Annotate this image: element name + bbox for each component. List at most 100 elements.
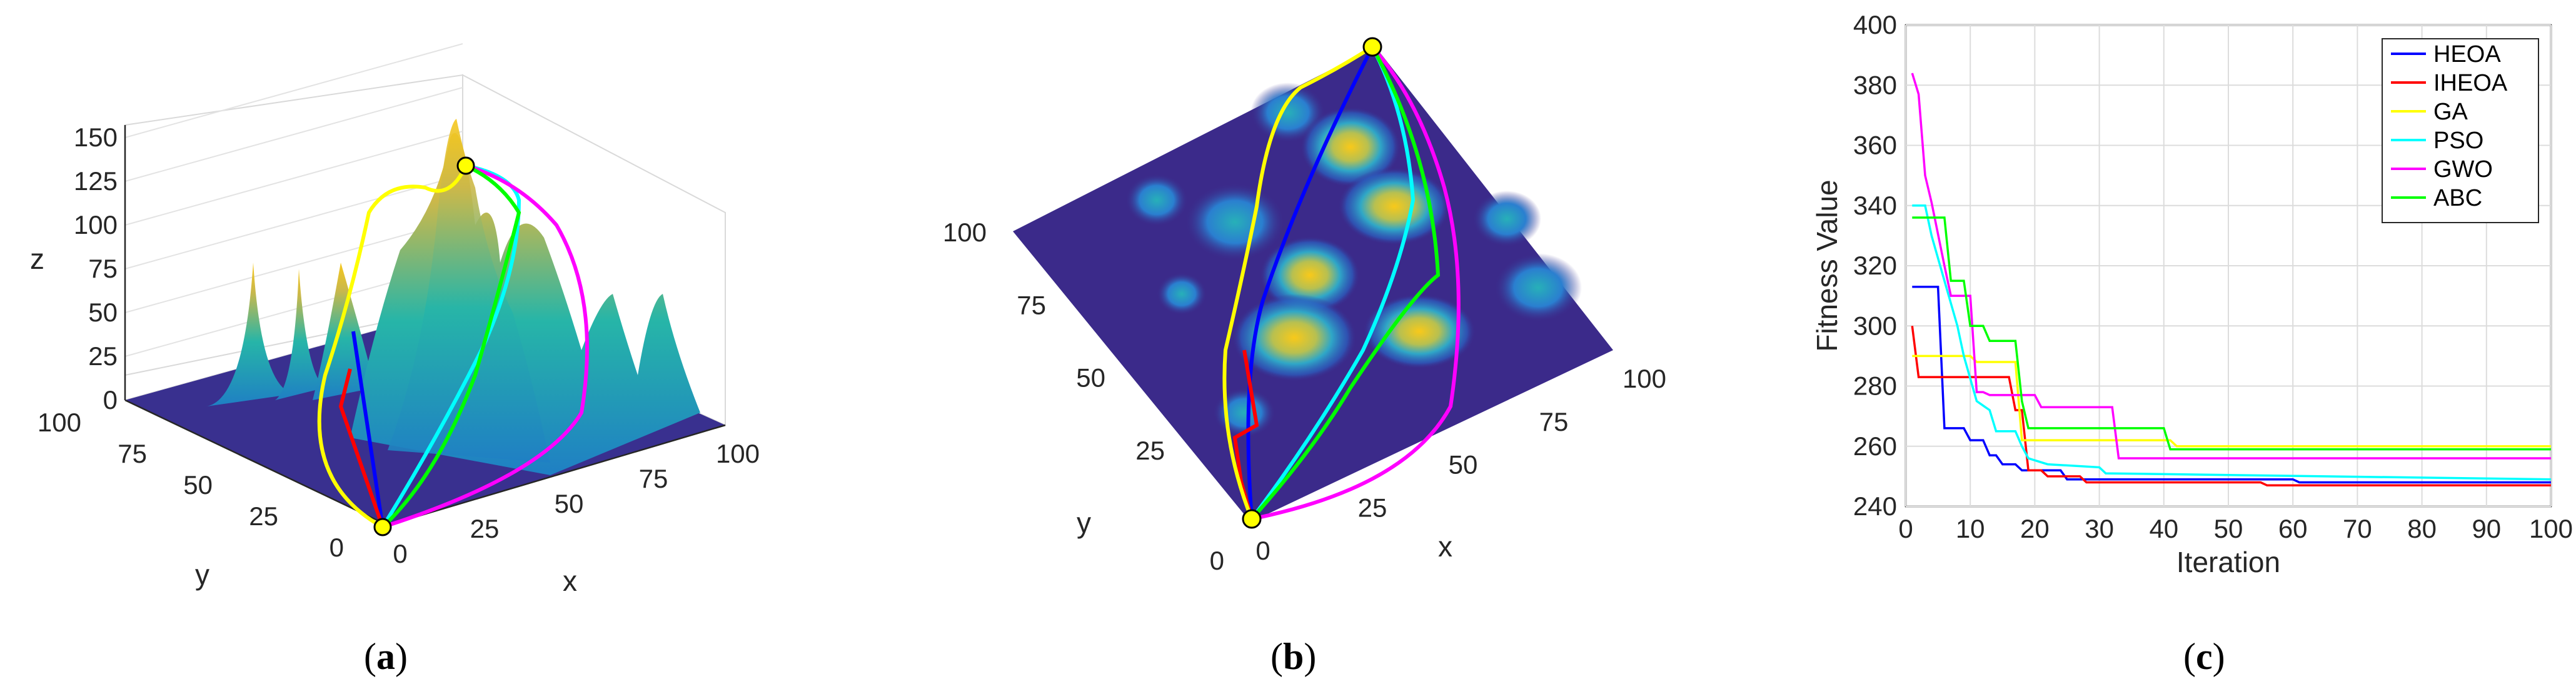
legend-box: [2382, 38, 2539, 223]
z-tick-label: 75: [88, 254, 118, 283]
y-tick-label: 380: [1853, 70, 1897, 99]
panel-a-3d-surface: 0 25 50 75 100 125 150 0 25 50 75 100 0 25 50 75 100 z y…: [30, 43, 760, 677]
y-tick-label: 100: [38, 408, 81, 437]
path-gwo-a: [382, 164, 589, 529]
legend-label-gwo: GWO: [2433, 156, 2493, 183]
z-tick-label: 0: [103, 385, 118, 415]
b-x-tick-label: 100: [1623, 364, 1666, 393]
y-axis-line: [124, 399, 388, 526]
y-tick-label: 0: [330, 533, 344, 562]
x-tick-label: 100: [2529, 514, 2573, 543]
legend-label-ga: GA: [2433, 99, 2468, 125]
z-tick-label: 50: [88, 298, 118, 327]
b-y-tick-label: 0: [1210, 546, 1224, 575]
z-gridline: [124, 87, 463, 182]
series-line-pso: [1912, 204, 2552, 481]
panel-c-x-label: Iteration: [2176, 546, 2280, 578]
y-tick-label: 280: [1853, 371, 1897, 401]
z-gridline: [124, 43, 463, 138]
z-tick-label: 25: [88, 341, 118, 371]
b-y-tick-label: 75: [1017, 290, 1046, 319]
panel-a-x-label: x: [563, 565, 577, 597]
b-x-tick-label: 50: [1449, 450, 1478, 480]
x-tick-label: 0: [393, 539, 407, 568]
legend-label-abc: ABC: [2433, 185, 2482, 211]
b-y-tick-label: 50: [1076, 363, 1105, 393]
panel-c-y-label: Fitness Value: [1811, 179, 1843, 351]
panel-b-top-view: 0 25 50 75 100 0 25 50 75 100 y x (b): [943, 37, 1666, 677]
path-heoa-a: [351, 331, 385, 528]
b-y-tick-label: 100: [943, 218, 987, 247]
y-tick-label: 25: [249, 501, 278, 531]
panel-b-paths: [1222, 45, 1461, 521]
x-tick-label: 60: [2278, 514, 2308, 543]
panel-c-label: (c): [2183, 636, 2225, 677]
b-x-tick-label: 75: [1539, 407, 1569, 436]
x-tick-label: 90: [2472, 514, 2501, 543]
panel-a-z-label: z: [30, 243, 44, 275]
path-gwo-b: [1251, 46, 1461, 521]
b-x-tick-label: 0: [1255, 536, 1270, 565]
path-abc-a: [381, 164, 521, 529]
goal-marker-b: [1362, 37, 1382, 57]
y-tick-label: 360: [1853, 131, 1897, 160]
x-tick-label: 25: [470, 514, 500, 543]
b-x-tick-label: 25: [1358, 493, 1387, 522]
x-tick-label: 100: [716, 439, 760, 468]
y-tick-label: 260: [1853, 431, 1897, 461]
series-line-ga: [1912, 355, 2551, 448]
x-tick-label: 10: [1956, 514, 1985, 543]
goal-marker-a: [456, 156, 475, 175]
x-tick-label: 70: [2343, 514, 2372, 543]
z-gridline: [124, 218, 463, 313]
path-ga-b: [1222, 45, 1374, 520]
series-line-heoa: [1912, 285, 2551, 484]
x-tick-label: 0: [1898, 514, 1913, 543]
y-tick-label: 340: [1853, 191, 1897, 220]
path-abc-b: [1250, 46, 1441, 520]
legend-label-heoa: HEOA: [2433, 41, 2501, 68]
panel-c-series: [1911, 73, 2552, 487]
x-tick-label: 30: [2085, 514, 2114, 543]
path-ga-a: [317, 164, 468, 529]
y-tick-label: 50: [183, 470, 213, 500]
x-tick-label: 50: [555, 489, 584, 518]
y-tick-label: 240: [1853, 491, 1897, 521]
z-gridline: [124, 174, 463, 269]
y-tick-label: 300: [1853, 311, 1897, 340]
panel-c-convergence-chart: 240 260 280 300 320 340 360 380 400 0 10 20 30 40 50 60…: [1811, 10, 2573, 677]
x-axis-line: [387, 424, 726, 526]
series-line-iheoa: [1911, 326, 2551, 487]
x-tick-label: 80: [2407, 514, 2437, 543]
panel-a-label: (a): [364, 636, 408, 677]
panel-b-tick-labels: 0 25 50 75 100 0 25 50 75 100: [943, 218, 1666, 575]
panel-a-y-label: y: [195, 558, 209, 591]
x-tick-label: 75: [639, 464, 668, 493]
y-tick-label: 400: [1853, 10, 1897, 39]
panel-a-tick-labels: 0 25 50 75 100 125 150 0 25 50 75 100 0 25 50 75 100: [38, 123, 760, 568]
z-tick-label: 125: [74, 166, 118, 196]
b-y-tick-label: 25: [1135, 436, 1165, 465]
legend-label-pso: PSO: [2433, 128, 2483, 154]
panel-b-label: (b): [1270, 636, 1316, 677]
panel-b-y-label: y: [1077, 506, 1091, 539]
z-gridline: [124, 131, 463, 226]
y-tick-label: 320: [1853, 251, 1897, 280]
z-tick-label: 100: [74, 210, 118, 239]
path-pso-b: [1250, 46, 1416, 520]
panel-c-tick-labels: 240 260 280 300 320 340 360 380 400 0 10 20 30 40 50 60…: [1853, 10, 2573, 543]
x-tick-label: 40: [2149, 514, 2178, 543]
start-marker-a: [373, 518, 392, 536]
terrain-peaks: [206, 119, 700, 475]
z-tick-label: 150: [74, 123, 118, 152]
start-marker-b: [1242, 509, 1262, 529]
path-iheoa-a: [338, 368, 385, 528]
x-tick-label: 20: [2020, 514, 2050, 543]
series-line-abc: [1912, 216, 2551, 451]
panel-a-paths: [317, 164, 589, 529]
y-tick-label: 75: [118, 439, 147, 468]
panel-b-x-label: x: [1438, 530, 1452, 563]
x-tick-label: 50: [2214, 514, 2243, 543]
